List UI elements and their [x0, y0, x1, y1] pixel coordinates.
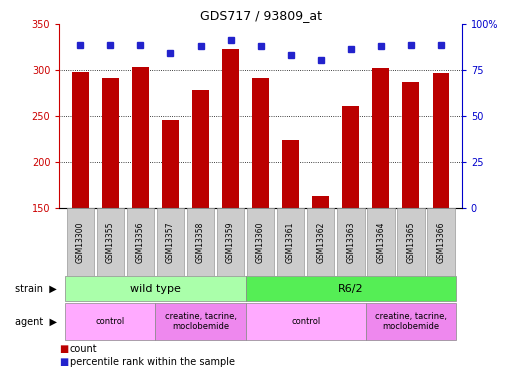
Bar: [187, 208, 214, 276]
Text: ■: ■: [59, 344, 69, 354]
Text: wild type: wild type: [130, 284, 181, 294]
Bar: [373, 69, 389, 208]
Bar: [246, 303, 366, 340]
Text: GSM13366: GSM13366: [437, 221, 445, 262]
Text: GSM13359: GSM13359: [226, 221, 235, 262]
Bar: [217, 208, 245, 276]
Text: percentile rank within the sample: percentile rank within the sample: [70, 357, 235, 367]
Text: GSM13360: GSM13360: [256, 221, 265, 262]
Bar: [246, 276, 456, 302]
Bar: [277, 208, 304, 276]
Text: strain  ▶: strain ▶: [15, 284, 57, 294]
Text: creatine, tacrine,
moclobemide: creatine, tacrine, moclobemide: [165, 312, 236, 331]
Bar: [155, 303, 246, 340]
Text: creatine, tacrine,
moclobemide: creatine, tacrine, moclobemide: [375, 312, 447, 331]
Bar: [66, 303, 155, 340]
Bar: [222, 49, 239, 208]
Bar: [337, 208, 364, 276]
Text: GSM13358: GSM13358: [196, 221, 205, 262]
Bar: [282, 140, 299, 208]
Bar: [427, 208, 455, 276]
Text: GSM13357: GSM13357: [166, 221, 175, 262]
Bar: [96, 208, 124, 276]
Text: GSM13364: GSM13364: [376, 221, 385, 262]
Text: R6/2: R6/2: [338, 284, 363, 294]
Title: GDS717 / 93809_at: GDS717 / 93809_at: [200, 9, 321, 22]
Text: GSM13361: GSM13361: [286, 221, 295, 262]
Text: control: control: [291, 317, 320, 326]
Text: GSM13365: GSM13365: [406, 221, 415, 262]
Bar: [312, 196, 329, 208]
Bar: [307, 208, 334, 276]
Text: agent  ▶: agent ▶: [15, 316, 57, 327]
Bar: [402, 82, 419, 208]
Bar: [67, 208, 94, 276]
Bar: [367, 208, 395, 276]
Bar: [432, 73, 449, 208]
Text: GSM13356: GSM13356: [136, 221, 145, 262]
Text: GSM13355: GSM13355: [106, 221, 115, 262]
Text: GSM13362: GSM13362: [316, 221, 325, 262]
Bar: [397, 208, 425, 276]
Bar: [157, 208, 184, 276]
Bar: [162, 120, 179, 208]
Bar: [66, 276, 246, 302]
Bar: [72, 72, 89, 208]
Bar: [366, 303, 456, 340]
Bar: [132, 67, 149, 208]
Text: count: count: [70, 344, 98, 354]
Text: GSM13363: GSM13363: [346, 221, 355, 262]
Text: control: control: [96, 317, 125, 326]
Bar: [343, 106, 359, 208]
Bar: [192, 90, 209, 208]
Bar: [102, 78, 119, 208]
Bar: [247, 208, 275, 276]
Bar: [126, 208, 154, 276]
Bar: [252, 78, 269, 208]
Text: ■: ■: [59, 357, 69, 367]
Text: GSM13300: GSM13300: [76, 221, 85, 262]
